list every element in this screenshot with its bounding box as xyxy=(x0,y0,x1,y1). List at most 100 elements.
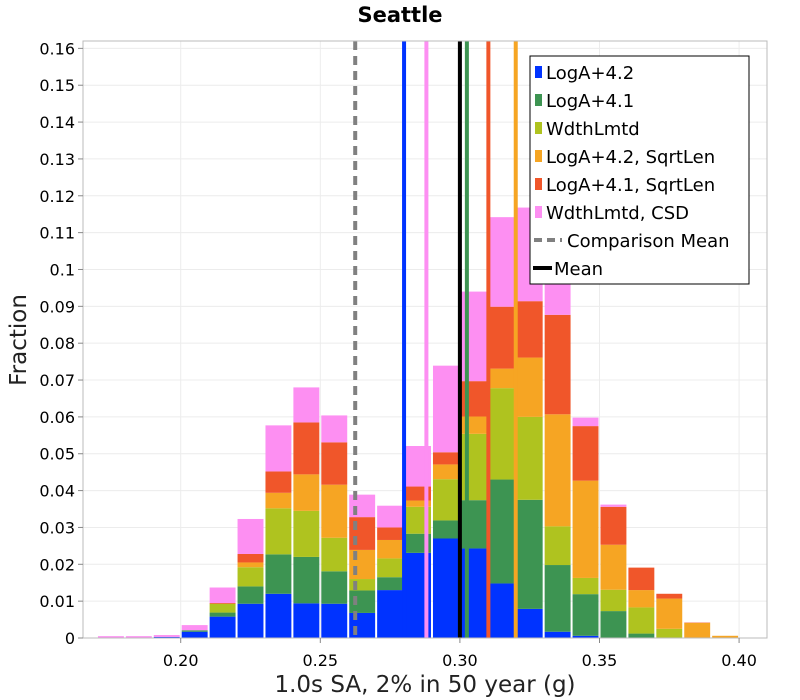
bar-segment xyxy=(516,499,543,609)
bar-segment xyxy=(321,603,348,638)
y-tick-label: 0.02 xyxy=(39,555,75,574)
bar-segment xyxy=(293,422,320,475)
y-tick-label: 0.07 xyxy=(39,371,75,390)
bar-segment xyxy=(488,306,515,369)
bar-segment xyxy=(265,554,292,594)
bar-segment xyxy=(460,548,487,638)
bar-segment xyxy=(460,433,487,501)
bar-segment xyxy=(488,217,515,307)
y-tick-label: 0.13 xyxy=(39,150,75,169)
bar-segment xyxy=(432,452,459,465)
legend-label: LogA+4.2, SqrtLen xyxy=(546,147,715,168)
bar-segment xyxy=(572,594,599,636)
x-tick-label: 0.25 xyxy=(302,651,338,670)
bar-segment xyxy=(432,464,459,480)
bar-segment xyxy=(572,635,599,638)
bar-segment xyxy=(544,565,571,632)
bar-segment xyxy=(237,567,264,587)
bar-segment xyxy=(321,442,348,485)
bar-segment xyxy=(293,510,320,557)
bar-segment xyxy=(516,416,543,500)
bar-segment xyxy=(572,426,599,481)
bar-segment xyxy=(460,291,487,382)
bar-segment xyxy=(544,631,571,638)
legend-label: Comparison Mean xyxy=(567,231,730,252)
bar-segment xyxy=(293,474,320,511)
bar-segment xyxy=(377,577,404,591)
bar-segment xyxy=(209,616,236,638)
bar-segment xyxy=(572,417,599,427)
bar-segment xyxy=(321,571,348,604)
bar-segment xyxy=(377,505,404,528)
bar-segment xyxy=(488,583,515,638)
y-axis-ticks: 0 0.01 0.02 0.03 0.04 0.05 0.06 0.07 0.08 0.09 0.1… xyxy=(39,39,83,648)
bar-segment xyxy=(237,586,264,604)
bar-segment xyxy=(265,508,292,555)
bar-segment xyxy=(181,625,208,631)
legend: LogA+4.2 LogA+4.1 WdthLmtd LogA+4.2, SqrtLe… xyxy=(529,55,750,285)
bar-segment xyxy=(293,603,320,638)
bar-segment xyxy=(656,593,683,599)
bar-segment xyxy=(377,590,404,638)
bar-segment xyxy=(237,518,264,554)
bar-segment xyxy=(265,471,292,493)
legend-box xyxy=(529,55,750,285)
legend-label: Mean xyxy=(554,259,603,280)
bar-segment xyxy=(572,577,599,595)
bar-segment xyxy=(237,553,264,563)
bar-segment xyxy=(237,603,264,638)
legend-swatch xyxy=(535,66,542,78)
bar-segment xyxy=(712,635,739,638)
y-tick-label: 0 xyxy=(65,629,75,648)
legend-swatch xyxy=(535,178,542,190)
bar-segment xyxy=(488,479,515,584)
bar-segment xyxy=(628,590,655,608)
bar-segment xyxy=(349,612,376,638)
bar-segment xyxy=(209,602,236,604)
bar-segment xyxy=(432,365,459,453)
y-tick-label: 0.01 xyxy=(39,592,75,611)
bar-segment xyxy=(237,562,264,568)
bar-segment xyxy=(600,544,627,590)
bar-segment xyxy=(293,387,320,423)
bar-segment xyxy=(349,590,376,613)
x-tick-label: 0.30 xyxy=(442,651,478,670)
bar-segment xyxy=(544,314,571,415)
x-tick-label: 0.40 xyxy=(721,651,757,670)
bar-segment xyxy=(181,630,208,632)
y-axis-label: Fraction xyxy=(6,294,32,386)
bar-segment xyxy=(544,414,571,527)
bar-segment xyxy=(321,537,348,572)
bar-segment xyxy=(684,622,711,638)
x-tick-label: 0.20 xyxy=(163,651,199,670)
bar-segment xyxy=(600,504,627,507)
bar-segment xyxy=(460,500,487,549)
y-tick-label: 0.06 xyxy=(39,408,75,427)
y-tick-label: 0.1 xyxy=(50,260,75,279)
bar-segment xyxy=(488,368,515,389)
bar-segment xyxy=(628,607,655,634)
bar-segment xyxy=(349,549,376,580)
y-tick-label: 0.08 xyxy=(39,334,75,353)
bar-segment xyxy=(656,628,683,638)
bar-segment xyxy=(460,381,487,417)
chart-title: Seattle xyxy=(357,3,442,27)
x-axis-ticks: 0.20 0.25 0.30 0.35 0.40 xyxy=(163,638,757,670)
legend-swatch xyxy=(535,94,542,106)
bar-segment xyxy=(600,611,627,638)
y-tick-label: 0.05 xyxy=(39,445,75,464)
bar-segment xyxy=(181,631,208,638)
bar-segment xyxy=(432,520,459,539)
bar-segment xyxy=(600,506,627,545)
legend-label: WdthLmtd xyxy=(546,119,640,140)
bar-segment xyxy=(544,526,571,566)
legend-swatch xyxy=(535,150,542,162)
bar-segment xyxy=(209,612,236,617)
bar-segment xyxy=(209,587,236,603)
y-tick-label: 0.15 xyxy=(39,76,75,95)
bar-segment xyxy=(321,484,348,538)
bar-segment xyxy=(628,567,655,591)
bar-segment xyxy=(265,593,292,638)
bar-segment xyxy=(293,556,320,604)
y-tick-label: 0.11 xyxy=(39,224,75,243)
